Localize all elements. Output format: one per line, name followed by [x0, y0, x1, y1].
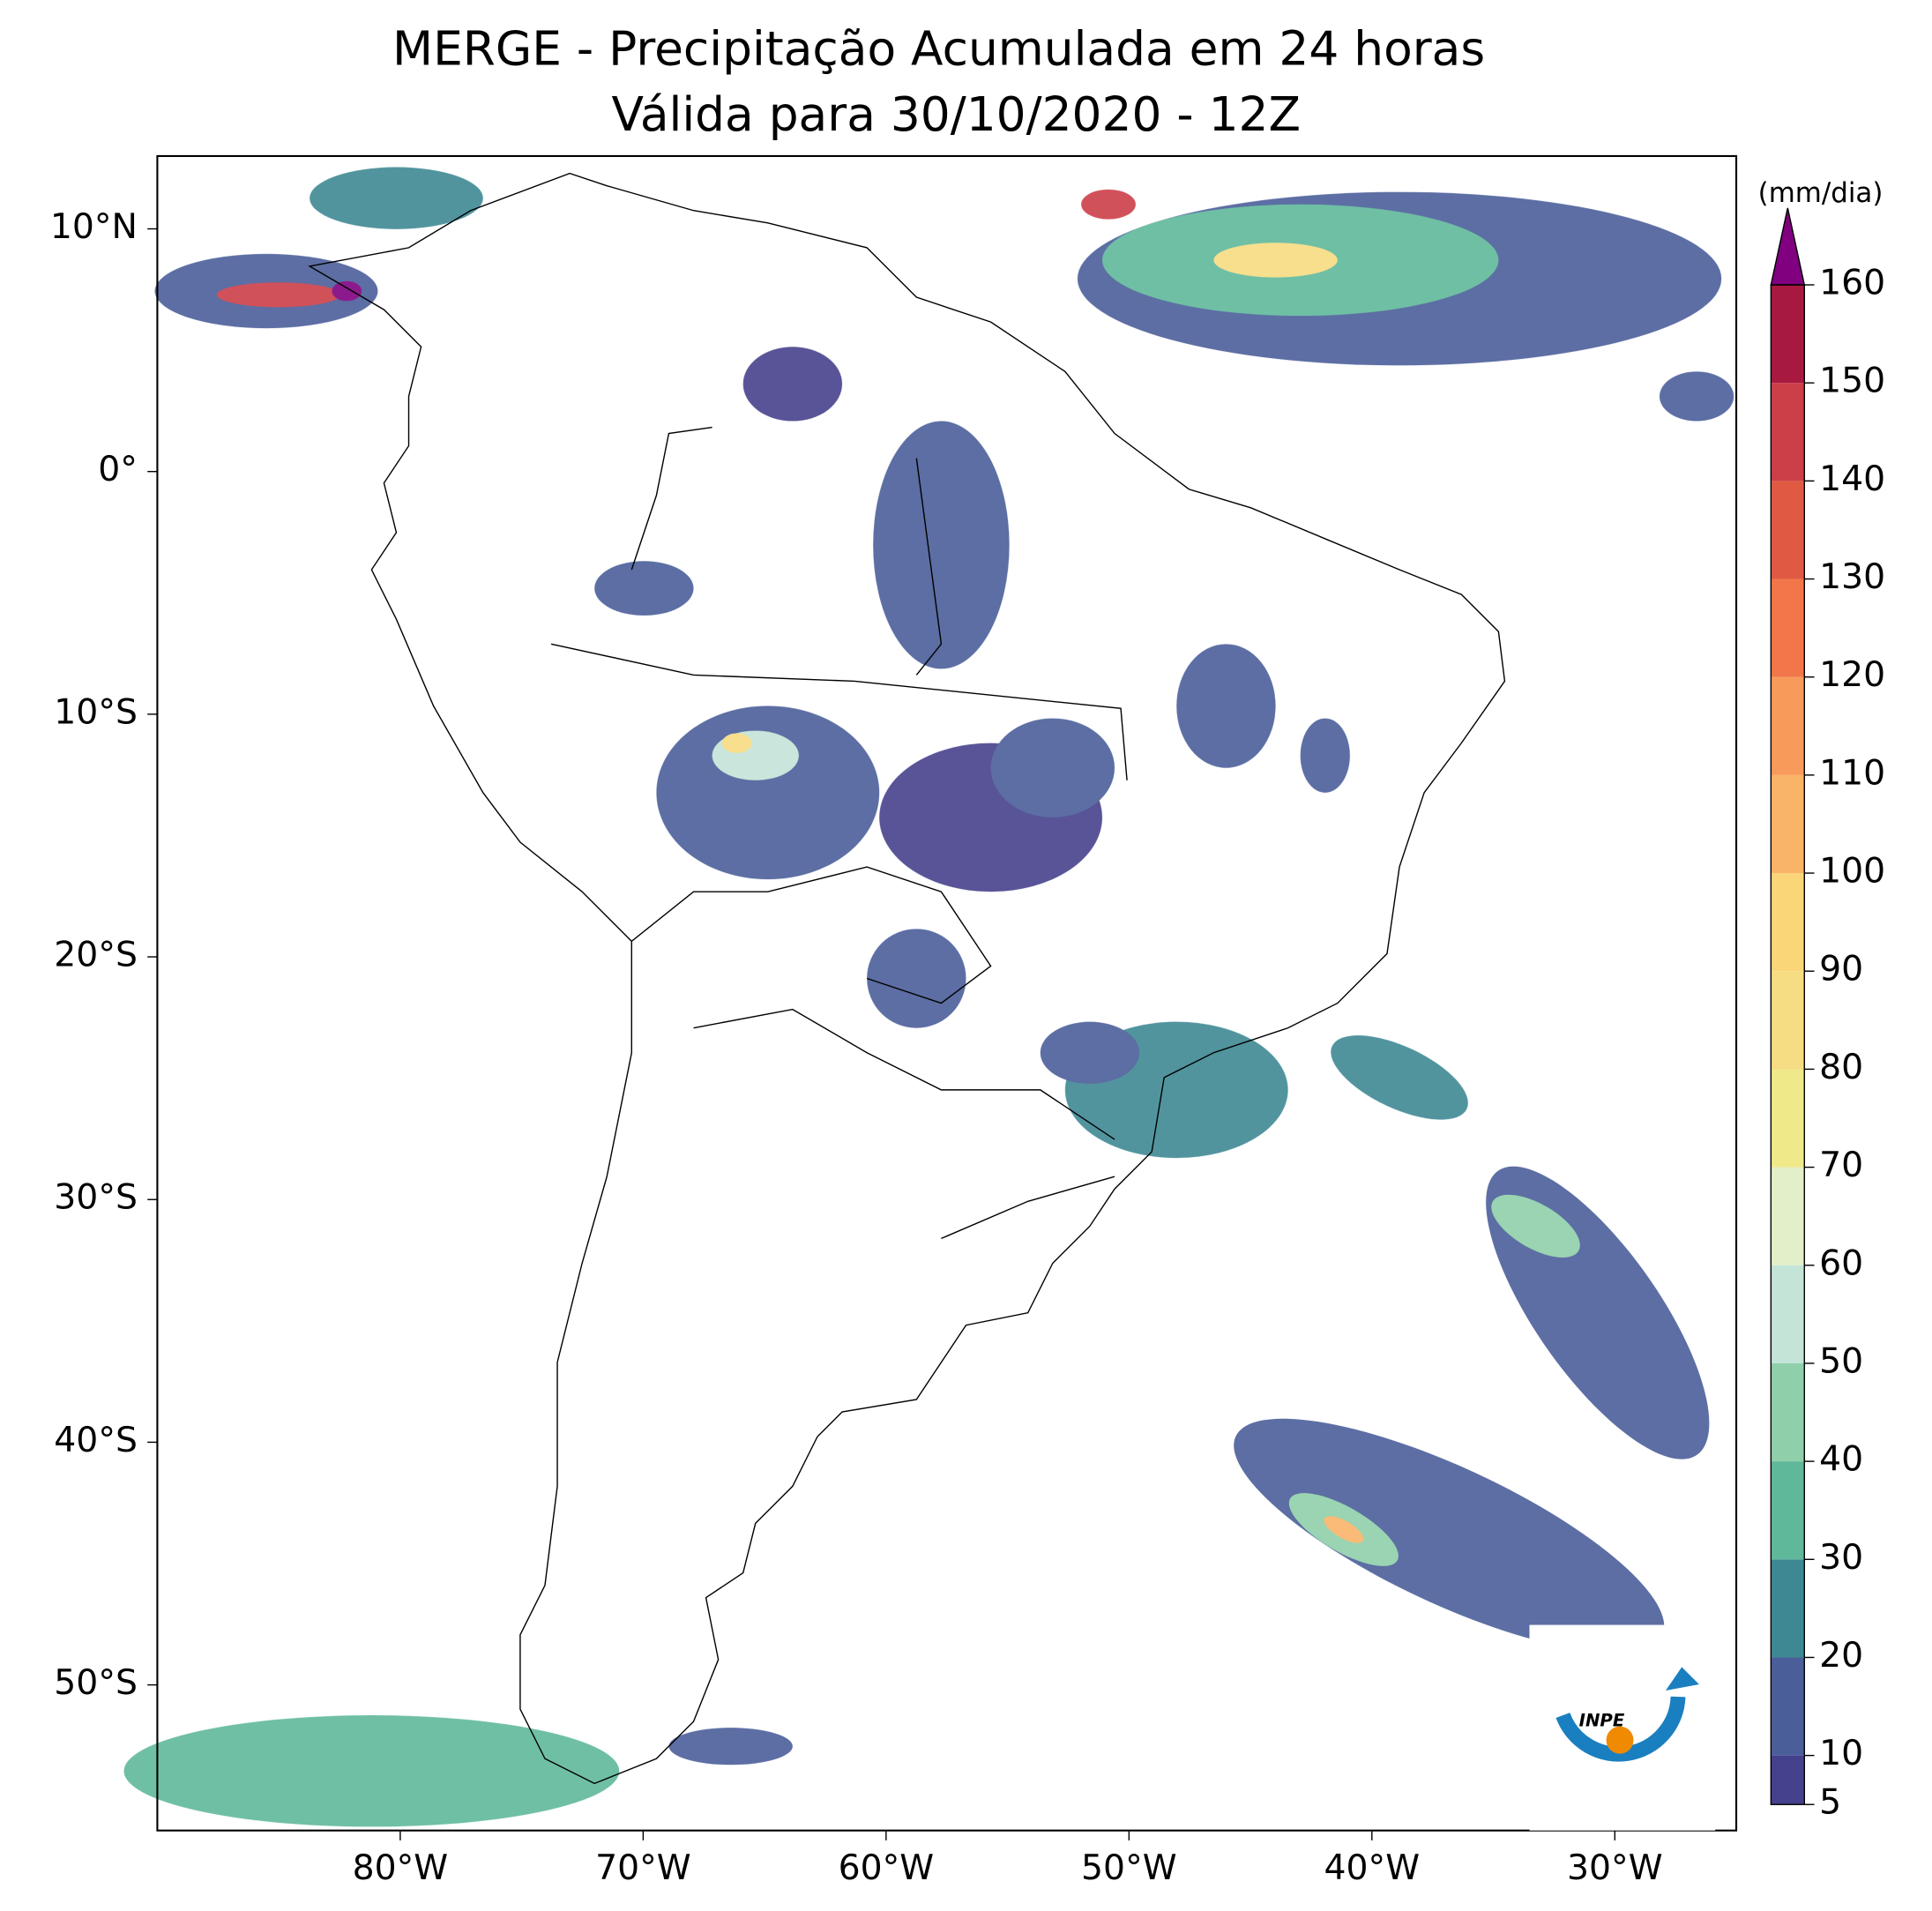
x-tick-label: 50°W [1081, 1848, 1177, 1888]
colorbar-band [1771, 1559, 1805, 1658]
x-tick-label: 80°W [353, 1848, 449, 1888]
colorbar-band [1771, 481, 1805, 579]
colorbar-band [1771, 579, 1805, 677]
colorbar-band [1771, 285, 1805, 384]
colorbar-tick-label: 100 [1819, 852, 1885, 892]
colorbar-tick-label: 80 [1819, 1048, 1863, 1087]
colorbar-tick-label: 120 [1819, 655, 1885, 695]
y-tick-label: 50°S [54, 1663, 138, 1703]
colorbar-band [1771, 1167, 1805, 1265]
coastline [308, 172, 1506, 1785]
map-frame [156, 154, 1738, 1832]
colorbar-tick-label: 70 [1819, 1146, 1863, 1185]
colorbar-band [1771, 1461, 1805, 1560]
logo-text: INPE [1579, 1711, 1625, 1731]
colorbar-label: (mm/dia) [1758, 177, 1884, 209]
colorbar-tick-label: 30 [1819, 1538, 1863, 1578]
colorbar-band [1771, 1755, 1805, 1805]
colorbar-tick-label: 60 [1819, 1243, 1863, 1283]
y-tick-label: 0° [98, 450, 138, 489]
colorbar-band [1771, 1265, 1805, 1363]
map-title: MERGE - Precipitação Acumulada em 24 hor… [392, 21, 1485, 77]
inpe-logo: INPE [1529, 1624, 1716, 1831]
y-tick-label: 10°N [50, 207, 138, 247]
colorbar-band [1771, 1069, 1805, 1168]
colorbar-tick-label: 40 [1819, 1440, 1863, 1480]
colorbar-tick-label: 110 [1819, 753, 1885, 793]
y-tick-label: 40°S [54, 1421, 138, 1460]
colorbar-band [1771, 774, 1805, 874]
colorbar-tick-label: 140 [1819, 459, 1885, 499]
colorbar-band [1771, 873, 1805, 972]
colorbar-band [1771, 1362, 1805, 1462]
map-subtitle: Válida para 30/10/2020 - 12Z [611, 86, 1301, 142]
y-tick-label: 10°S [54, 692, 138, 732]
colorbar-tick-label: 90 [1819, 950, 1863, 989]
colorbar-tick-label: 5 [1819, 1783, 1841, 1823]
colorbar-tick-label: 10 [1819, 1734, 1863, 1773]
y-tick-label: 20°S [54, 936, 138, 975]
borders [550, 426, 1128, 1240]
y-tick-label: 30°S [54, 1178, 138, 1218]
x-tick-label: 70°W [595, 1848, 691, 1888]
x-tick-label: 30°W [1567, 1848, 1663, 1888]
colorbar-tick-label: 150 [1819, 362, 1885, 401]
colorbar-band [1771, 676, 1805, 775]
colorbar-tick-label: 160 [1819, 264, 1885, 303]
x-tick-label: 40°W [1324, 1848, 1421, 1888]
colorbar-band [1771, 971, 1805, 1070]
precipitation-field [123, 167, 1734, 1827]
colorbar-tick-label: 50 [1819, 1341, 1863, 1381]
colorbar-tick-label: 130 [1819, 557, 1885, 597]
x-tick-label: 60°W [839, 1848, 935, 1888]
colorbar-tick-label: 20 [1819, 1636, 1863, 1676]
colorbar-extend [1770, 207, 1806, 286]
colorbar-frame [1770, 284, 1805, 1805]
colorbar-band [1771, 1657, 1805, 1756]
colorbar-band [1771, 383, 1805, 481]
